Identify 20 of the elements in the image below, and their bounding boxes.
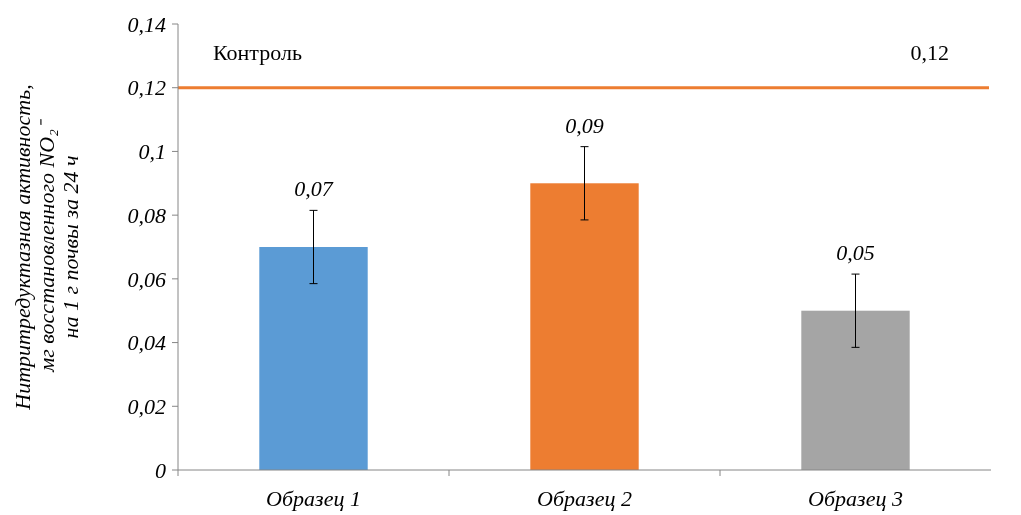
bar: [259, 247, 368, 470]
bar: [801, 310, 910, 470]
x-tick-label: Образец 1: [266, 486, 361, 511]
y-tick-label: 0,08: [127, 202, 166, 228]
x-tick-label: Образец 3: [808, 486, 903, 511]
y-tick-label: 0,14: [127, 11, 166, 37]
x-tick-label: Образец 2: [537, 486, 632, 511]
y-axis-title: Нитритредуктазная активность, мг восстановленного NO₂⁻ на 1 г почвы за 24 ч: [10, 84, 83, 411]
ref-line-label: Контроль: [213, 39, 302, 65]
annotation: 0,12: [910, 39, 949, 65]
bar: [530, 183, 639, 470]
y-tick-label: 0,02: [127, 393, 166, 419]
y-tick-label: 0,12: [127, 75, 166, 101]
data-label: 0,07: [294, 176, 334, 202]
y-tick-label: 0: [155, 457, 166, 483]
data-label: 0,09: [565, 112, 604, 138]
y-tick-label: 0,06: [127, 266, 166, 292]
y-tick-label: 0,04: [127, 330, 166, 356]
data-label: 0,05: [836, 240, 875, 266]
y-tick-label: 0,1: [138, 139, 166, 165]
